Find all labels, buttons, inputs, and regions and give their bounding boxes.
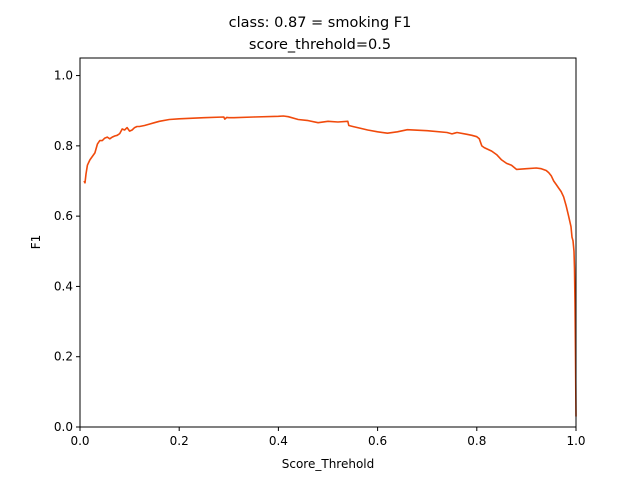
x-tick-label: 0.4 bbox=[269, 434, 288, 448]
y-tick-label: 0.0 bbox=[54, 420, 73, 434]
x-axis-label: Score_Threhold bbox=[282, 457, 375, 471]
chart-subtitle: score_threhold=0.5 bbox=[249, 37, 391, 53]
plot-area: 0.0 0.2 0.4 0.6 0.8 1.0 0.0 0.2 0.4 0.6 0.8 1.0 bbox=[54, 57, 586, 448]
y-tick-label: 0.2 bbox=[54, 350, 73, 364]
x-tick-label: 0.6 bbox=[368, 434, 387, 448]
x-tick-label: 0.0 bbox=[70, 434, 89, 448]
y-tick-label: 1.0 bbox=[54, 69, 73, 83]
f1-series-line bbox=[83, 115, 577, 417]
y-tick-label: 0.6 bbox=[54, 209, 73, 223]
chart-title: class: 0.87 = smoking F1 bbox=[229, 15, 412, 31]
x-tick-label: 0.2 bbox=[170, 434, 189, 448]
x-tick-label: 0.8 bbox=[467, 434, 486, 448]
plot-frame bbox=[79, 57, 577, 428]
y-tick-label: 0.8 bbox=[54, 139, 73, 153]
y-tick-label: 0.4 bbox=[54, 279, 73, 293]
x-tick-label: 1.0 bbox=[566, 434, 585, 448]
y-axis-label: F1 bbox=[29, 235, 43, 250]
